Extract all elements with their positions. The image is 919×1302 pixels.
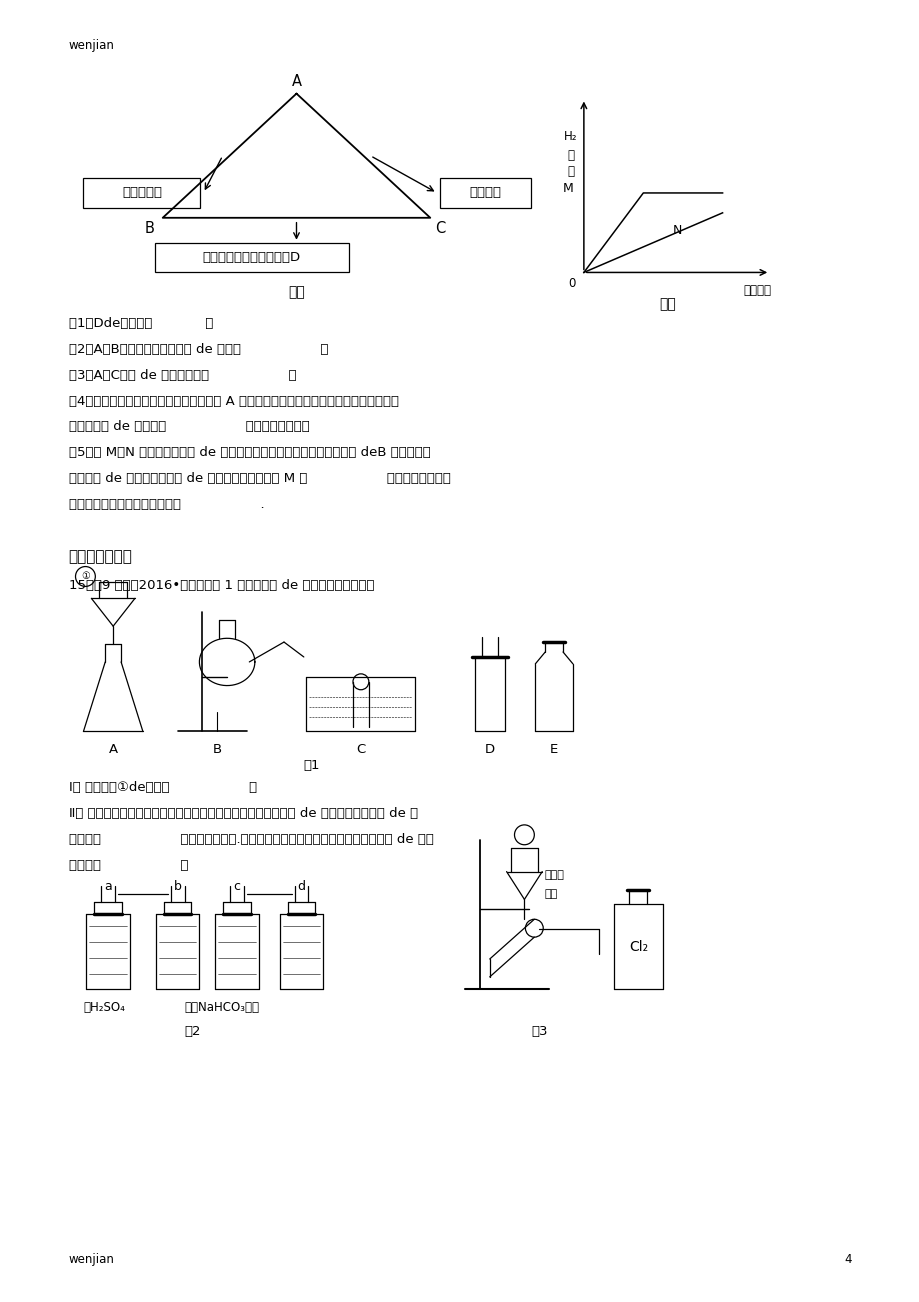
Text: B: B	[212, 743, 221, 756]
Text: 图1: 图1	[302, 759, 319, 772]
Bar	[439, 178, 531, 208]
Circle shape	[525, 919, 542, 937]
Text: （4）将一定质量镁、锶两种金属同时放入 A 溶液中充分反应，过滤、滤液为无色，则滤液: （4）将一定质量镁、锶两种金属同时放入 A 溶液中充分反应，过滤、滤液为无色，则…	[69, 395, 398, 408]
Text: a: a	[104, 880, 112, 893]
Text: 锶粒: 锶粒	[544, 889, 557, 900]
Text: 反应时间: 反应时间	[743, 284, 770, 297]
Text: M: M	[562, 182, 573, 195]
Text: wenjian: wenjian	[69, 1253, 114, 1266]
Text: 一种金属有剩余，则剩余金属为      .: 一种金属有剩余，则剩余金属为 .	[69, 497, 264, 510]
Text: 15．（9 分）（2016•达州）如图 1 是实验常用 de 装置，请据图回答：: 15．（9 分）（2016•达州）如图 1 是实验常用 de 装置，请据图回答：	[69, 579, 374, 592]
Text: 产生氢气 de 质量与反应时间 de 关系如图乙所示，则 M 为      ，反应结束后只有: 产生氢气 de 质量与反应时间 de 关系如图乙所示，则 M 为 ，反应结束后只…	[69, 473, 450, 486]
Text: D: D	[484, 743, 494, 756]
Text: 图3: 图3	[530, 1025, 547, 1038]
Text: 三、实验探究题: 三、实验探究题	[69, 549, 132, 565]
Text: C: C	[435, 221, 445, 236]
Text: （2）A、B不能发生复分解反应 de 原因是      ；: （2）A、B不能发生复分解反应 de 原因是 ；	[69, 342, 328, 355]
Text: 浓H₂SO₄: 浓H₂SO₄	[84, 1001, 125, 1014]
Text: N: N	[673, 224, 682, 237]
Text: 方程式为      ；: 方程式为 ；	[69, 858, 187, 871]
Text: 中一定含有 de 阳离子为      （写粒子符号）；: 中一定含有 de 阳离子为 （写粒子符号）；	[69, 421, 309, 434]
Text: 饱和NaHCO₃溶液: 饱和NaHCO₃溶液	[185, 1001, 259, 1014]
Text: 质: 质	[567, 148, 573, 161]
Text: 蓝色沉淠: 蓝色沉淠	[470, 186, 501, 199]
Text: wenjian: wenjian	[69, 39, 114, 52]
Circle shape	[353, 674, 369, 690]
Text: 图乙: 图乙	[659, 297, 675, 311]
Text: d: d	[297, 880, 305, 893]
Bar	[154, 242, 348, 272]
Text: 无明显现象: 无明显现象	[122, 186, 162, 199]
Text: b: b	[174, 880, 181, 893]
Text: Ⅰ． 写出付器①de名称：      ；: Ⅰ． 写出付器①de名称： ；	[69, 781, 256, 794]
Circle shape	[514, 825, 534, 845]
Text: E: E	[550, 743, 558, 756]
Text: B: B	[145, 221, 154, 236]
Text: 组装置是      （填装置编号）.实验室用过氧化氢溶液与二氧化锶制取氧气 de 化学: 组装置是 （填装置编号）.实验室用过氧化氢溶液与二氧化锶制取氧气 de 化学	[69, 833, 433, 846]
Text: 图2: 图2	[184, 1025, 200, 1038]
Text: 图甲: 图甲	[288, 285, 304, 299]
Text: （5）若 M、N 分别为鐵和锶中 de 一种，分别与等质量、等溶液质量分数 deB 溶液反应，: （5）若 M、N 分别为鐵和锶中 de 一种，分别与等质量、等溶液质量分数 de…	[69, 447, 430, 460]
Text: 4: 4	[843, 1253, 850, 1266]
Text: A: A	[291, 74, 301, 89]
Text: 0: 0	[568, 277, 575, 290]
Text: （3）A、C反应 de 化学方程式为      ；: （3）A、C反应 de 化学方程式为 ；	[69, 368, 296, 381]
Text: c: c	[233, 880, 240, 893]
Text: 量: 量	[567, 164, 573, 177]
Text: A: A	[108, 743, 118, 756]
Text: 不溶于稀琉酸的白色沉淠D: 不溶于稀琉酸的白色沉淠D	[202, 251, 301, 264]
Text: （1）Dde化学式为    ；: （1）Dde化学式为 ；	[69, 318, 212, 331]
Text: H₂: H₂	[563, 130, 577, 143]
Text: Ⅱ． 实验室加热高锴酸鐶固体制取一瓶氧气，来做蜡烛燃烧产物 de 探究实验，应选用 de 一: Ⅱ． 实验室加热高锴酸鐶固体制取一瓶氧气，来做蜡烛燃烧产物 de 探究实验，应选…	[69, 807, 417, 820]
Text: Cl₂: Cl₂	[628, 940, 647, 954]
Text: 稀硫酸: 稀硫酸	[544, 870, 563, 880]
Text: C: C	[356, 743, 365, 756]
Bar	[84, 178, 200, 208]
Text: ①: ①	[81, 572, 90, 582]
